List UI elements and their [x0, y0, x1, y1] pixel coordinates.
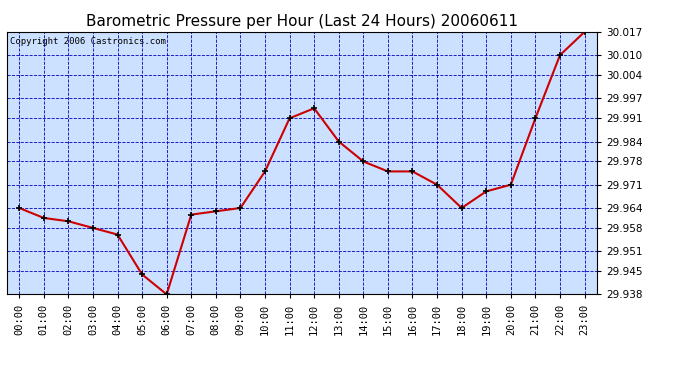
Title: Barometric Pressure per Hour (Last 24 Hours) 20060611: Barometric Pressure per Hour (Last 24 Ho…	[86, 14, 518, 29]
Text: Copyright 2006 Castronics.com: Copyright 2006 Castronics.com	[10, 37, 166, 46]
